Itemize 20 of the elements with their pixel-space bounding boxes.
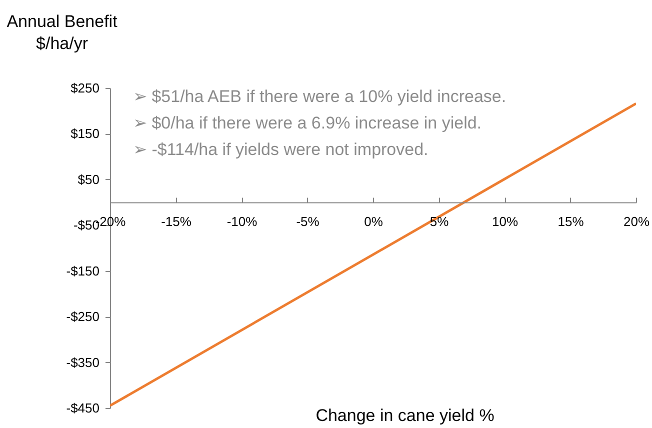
x-tick-label: 15% <box>558 214 584 229</box>
y-axis-title: Annual Benefit $/ha/yr <box>6 12 118 53</box>
x-tick-label: -5% <box>296 214 320 229</box>
x-axis-title: Change in cane yield % <box>316 406 494 425</box>
x-tick-label: -15% <box>161 214 192 229</box>
y-tick-label: -$350 <box>66 354 100 370</box>
x-tick-label: -10% <box>226 214 258 229</box>
annotation: ➢ $51/ha AEB if there were a 10% yield increase. <box>133 87 506 106</box>
annotation: ➢ $0/ha if there were a 6.9% increase in yield. <box>133 114 482 132</box>
x-tick-label: 0% <box>364 214 384 229</box>
x-tick-label: 10% <box>492 214 518 229</box>
y-tick-label: $250 <box>70 80 100 96</box>
y-tick-label: -$450 <box>66 400 100 416</box>
x-tick-label: 20% <box>623 214 650 229</box>
y-tick-label: -$150 <box>66 263 100 278</box>
y-tick-label: -$250 <box>66 309 100 324</box>
y-tick-label: $50 <box>78 172 100 187</box>
x-tick-label: 5% <box>430 214 450 229</box>
annotation: ➢ -$114/ha if yields were not improved. <box>133 140 428 159</box>
y-tick-label: $150 <box>70 126 100 142</box>
